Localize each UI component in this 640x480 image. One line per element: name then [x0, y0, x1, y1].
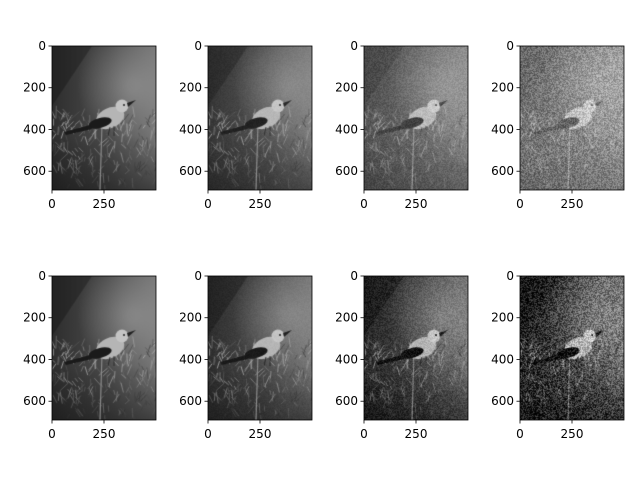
panel-7: 0 200 400 600 0 250 — [335, 269, 468, 441]
y-tick-label: 200 — [23, 81, 46, 95]
y-tick-label: 400 — [491, 352, 514, 366]
panel-5-image — [52, 276, 156, 420]
panel-2-image — [208, 46, 312, 190]
y-tick-label: 0 — [350, 269, 358, 283]
panel-1: 0 200 400 600 0 250 — [23, 39, 156, 211]
y-tick-label: 600 — [23, 394, 46, 408]
x-tick-label: 0 — [204, 197, 212, 211]
y-tick-label: 0 — [506, 269, 514, 283]
x-tick-label: 250 — [93, 197, 116, 211]
panel-7-image — [364, 276, 468, 420]
x-tick-label: 250 — [93, 427, 116, 441]
panel-4: 0 200 400 600 0 250 — [491, 39, 624, 211]
y-tick-label: 400 — [335, 122, 358, 136]
x-tick-label: 250 — [249, 427, 272, 441]
x-tick-label: 250 — [561, 197, 584, 211]
y-tick-label: 600 — [23, 164, 46, 178]
y-tick-label: 600 — [179, 394, 202, 408]
x-tick-label: 0 — [516, 197, 524, 211]
y-tick-label: 400 — [335, 352, 358, 366]
y-tick-label: 200 — [491, 81, 514, 95]
x-tick-label: 0 — [360, 197, 368, 211]
x-tick-label: 250 — [405, 197, 428, 211]
y-tick-label: 400 — [23, 352, 46, 366]
panel-4-image — [520, 46, 624, 190]
x-tick-label: 0 — [48, 427, 56, 441]
y-tick-label: 600 — [491, 164, 514, 178]
panel-8-image — [520, 276, 624, 420]
panel-3: 0 200 400 600 0 250 — [335, 39, 468, 211]
x-tick-label: 250 — [561, 427, 584, 441]
panel-2: 0 200 400 600 0 250 — [179, 39, 312, 211]
y-tick-label: 200 — [23, 311, 46, 325]
y-tick-label: 600 — [491, 394, 514, 408]
y-tick-label: 0 — [506, 39, 514, 53]
y-tick-label: 200 — [335, 311, 358, 325]
panel-6: 0 200 400 600 0 250 — [179, 269, 312, 441]
y-tick-label: 400 — [23, 122, 46, 136]
y-tick-label: 200 — [335, 81, 358, 95]
y-tick-label: 200 — [491, 311, 514, 325]
y-tick-label: 600 — [335, 394, 358, 408]
y-tick-label: 600 — [335, 164, 358, 178]
y-tick-label: 200 — [179, 311, 202, 325]
x-tick-label: 0 — [516, 427, 524, 441]
x-tick-label: 0 — [48, 197, 56, 211]
x-tick-label: 0 — [204, 427, 212, 441]
y-tick-label: 0 — [350, 39, 358, 53]
panel-1-image — [52, 46, 156, 190]
y-tick-label: 400 — [179, 122, 202, 136]
y-tick-label: 0 — [38, 39, 46, 53]
y-tick-label: 400 — [179, 352, 202, 366]
y-tick-label: 600 — [179, 164, 202, 178]
y-tick-label: 0 — [194, 39, 202, 53]
x-tick-label: 250 — [249, 197, 272, 211]
y-tick-label: 0 — [194, 269, 202, 283]
y-tick-label: 400 — [491, 122, 514, 136]
y-tick-label: 0 — [38, 269, 46, 283]
panel-8: 0 200 400 600 0 250 — [491, 269, 624, 441]
panel-5: 0 200 400 600 0 250 — [23, 269, 156, 441]
y-tick-label: 200 — [179, 81, 202, 95]
x-tick-label: 250 — [405, 427, 428, 441]
panel-3-image — [364, 46, 468, 190]
panel-6-image — [208, 276, 312, 420]
x-tick-label: 0 — [360, 427, 368, 441]
